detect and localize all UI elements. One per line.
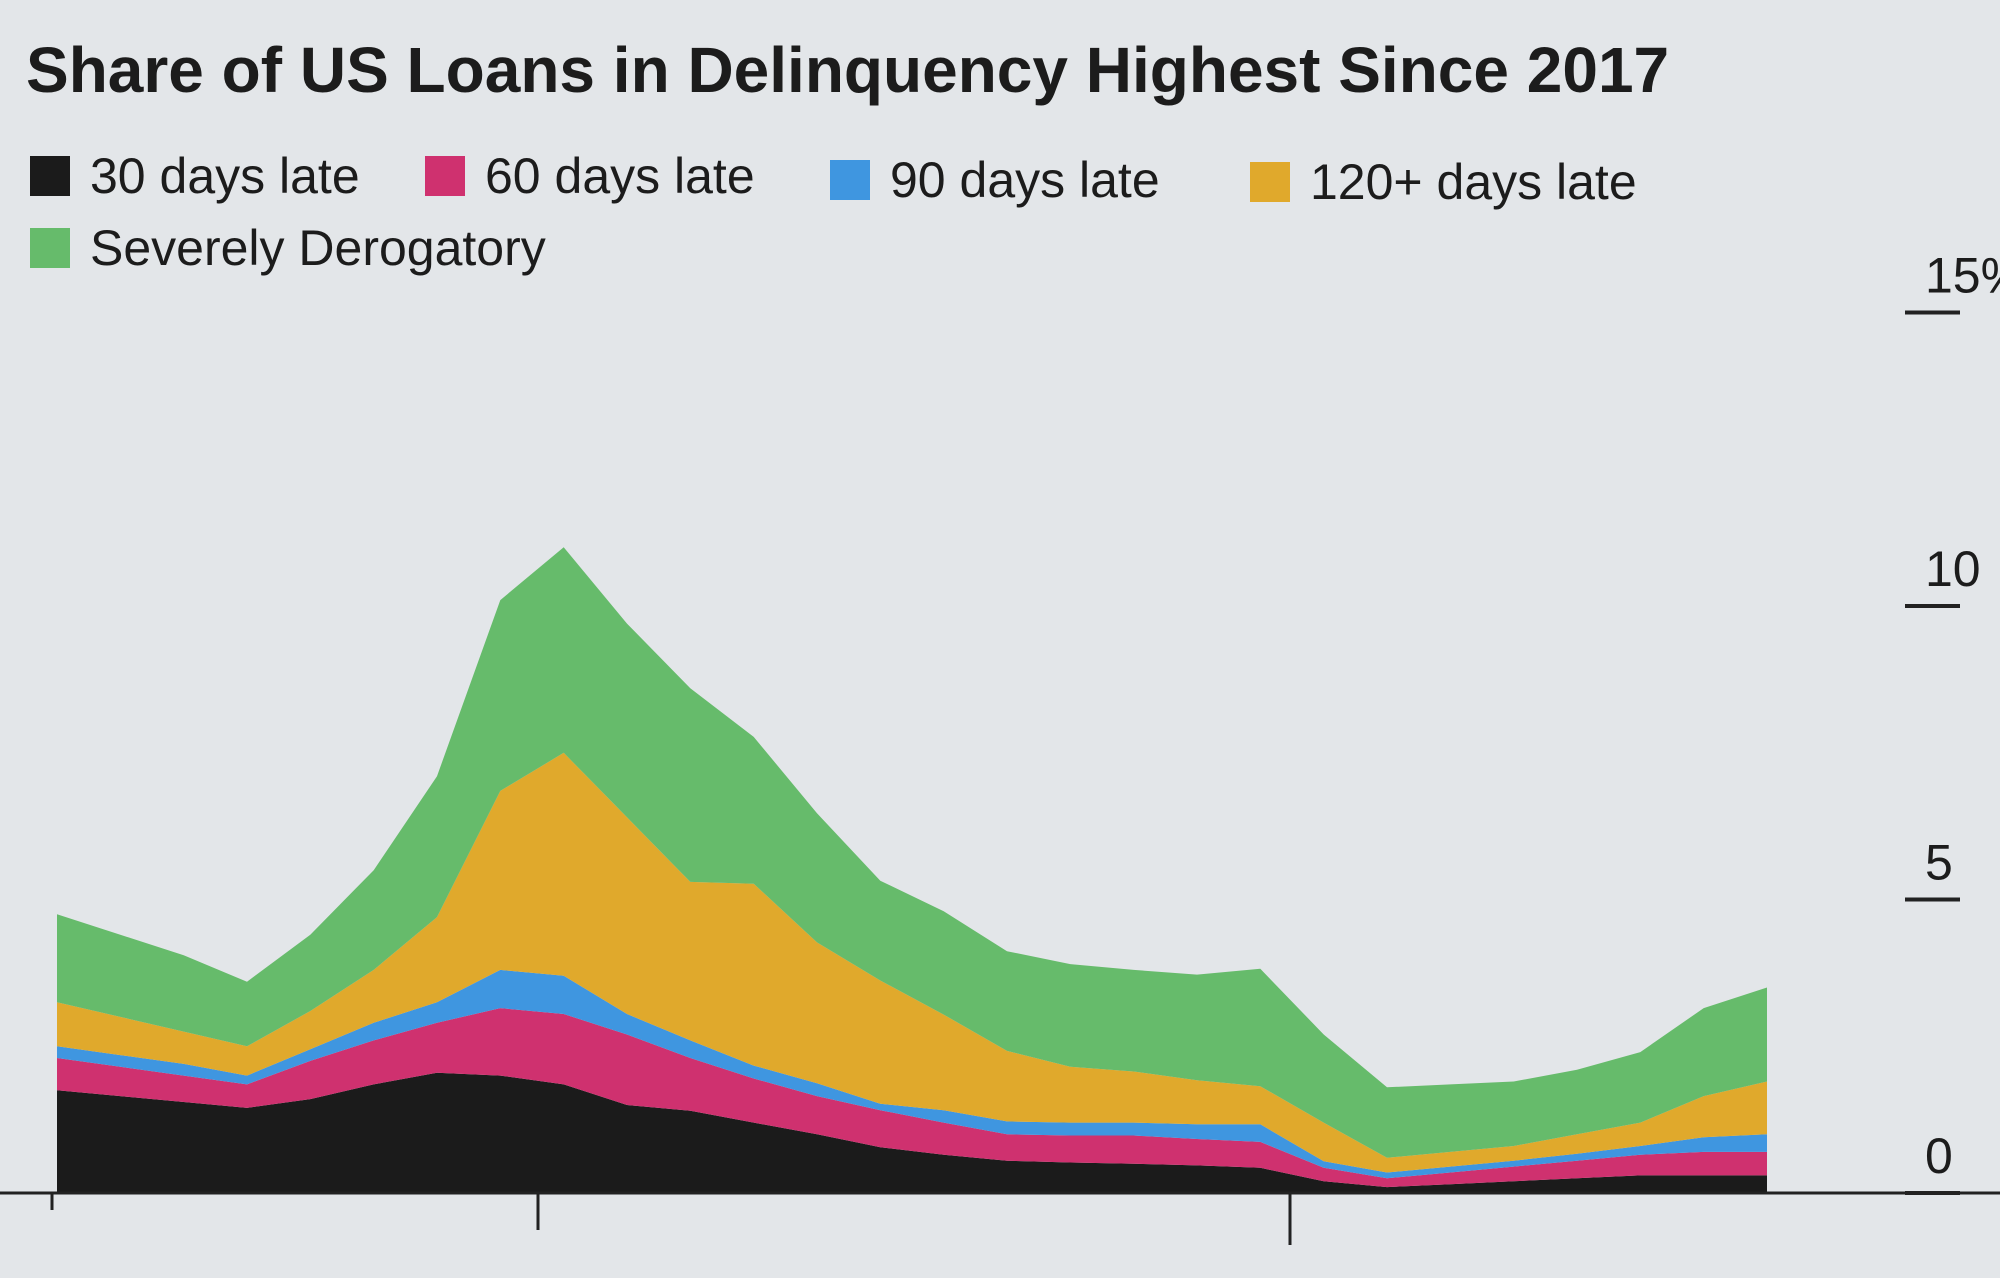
- legend-label: 60 days late: [485, 148, 755, 204]
- y-tick-label: 15%: [1925, 248, 2000, 304]
- y-axis: 0 5 10 15%: [1905, 248, 2000, 1195]
- y-tick-label: 10: [1925, 541, 1981, 597]
- legend-swatch: [830, 160, 870, 200]
- y-tick-label: 5: [1925, 835, 1953, 891]
- area: [57, 752, 1767, 1173]
- area: [57, 1072, 1767, 1193]
- plot-area: [57, 547, 1767, 1193]
- y-tick-label: 0: [1925, 1128, 1953, 1184]
- chart-title: Share of US Loans in Delinquency Highest…: [26, 34, 1669, 106]
- area: [57, 547, 1767, 1158]
- legend-label: Severely Derogatory: [90, 220, 546, 276]
- legend-label: 90 days late: [890, 152, 1160, 208]
- legend-swatch: [425, 156, 465, 196]
- area: [57, 969, 1767, 1179]
- legend-swatch: [1250, 162, 1290, 202]
- legend-swatch: [30, 156, 70, 196]
- legend: 30 days late 60 days late 90 days late 120+…: [30, 148, 1637, 276]
- legend-label: 120+ days late: [1310, 154, 1637, 210]
- legend-swatch: [30, 228, 70, 268]
- legend-label: 30 days late: [90, 148, 360, 204]
- area: [57, 1008, 1767, 1188]
